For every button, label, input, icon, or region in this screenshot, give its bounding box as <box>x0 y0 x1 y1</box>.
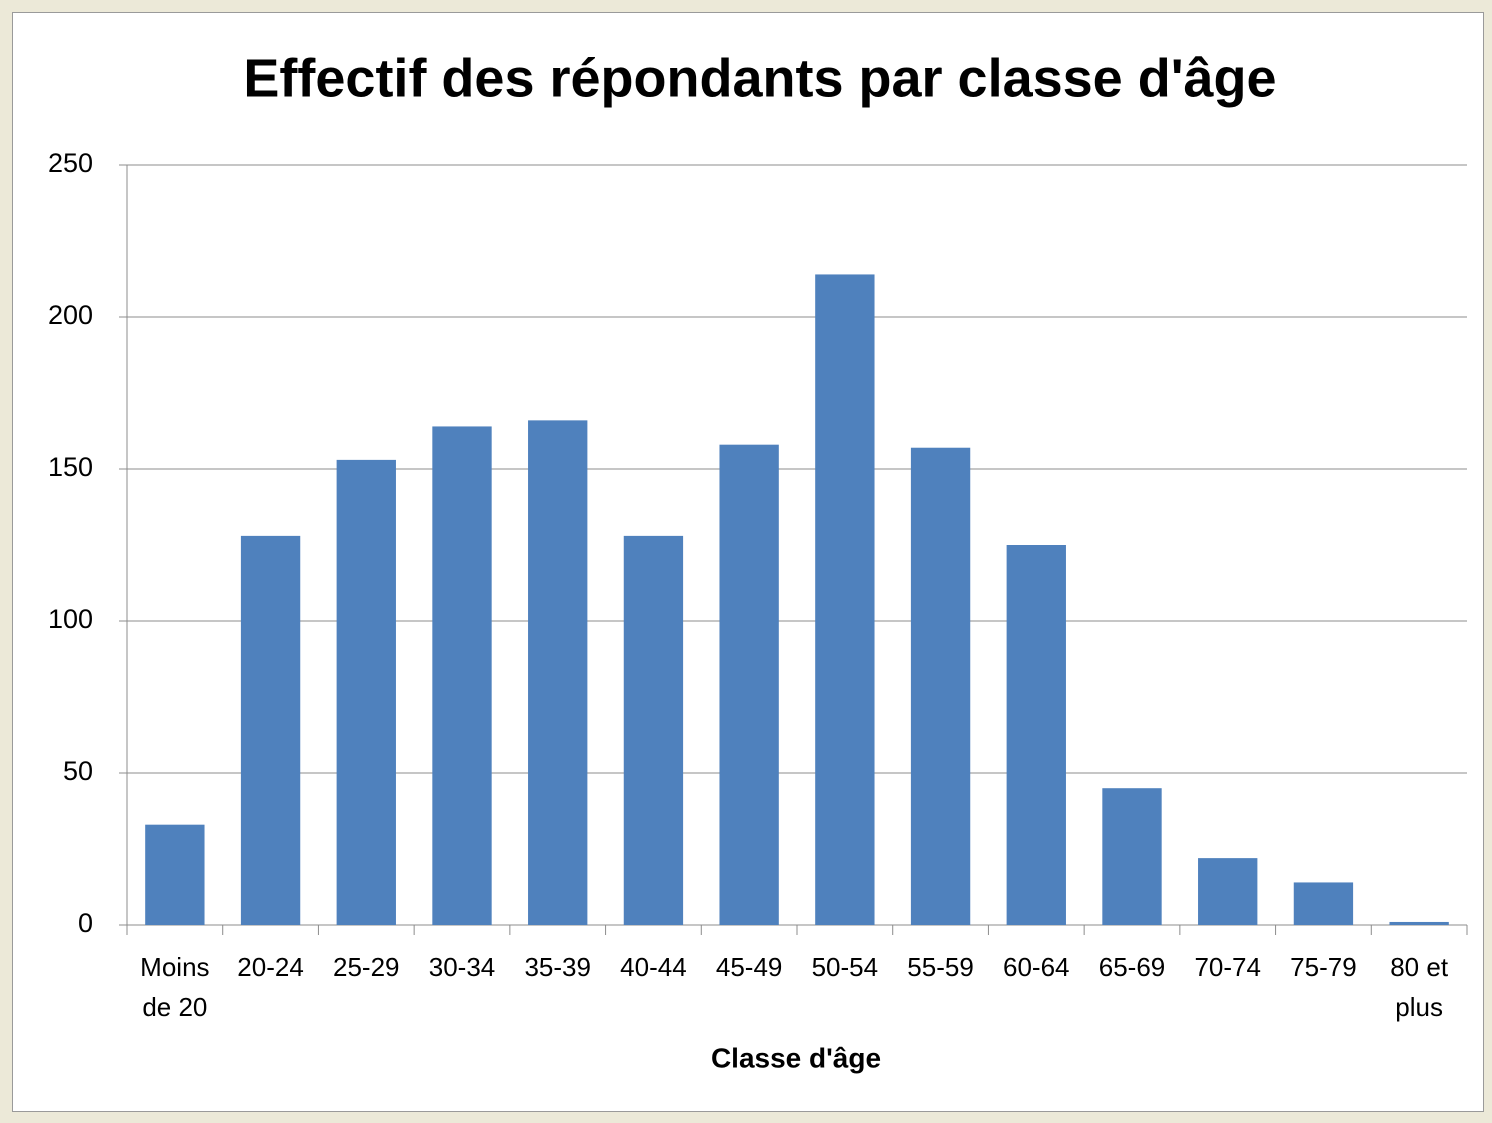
bar <box>910 447 971 925</box>
y-tick-label: 150 <box>48 452 93 482</box>
bar <box>145 824 205 925</box>
x-tick-label: 45-49 <box>715 952 783 982</box>
bar <box>1293 882 1354 925</box>
x-tick-label: 80 et plus <box>1390 952 1449 1022</box>
x-tick-label: 30-34 <box>428 952 496 982</box>
x-tick-label: 60-64 <box>1003 952 1070 982</box>
bar <box>1198 858 1258 925</box>
bar <box>815 274 875 925</box>
bar <box>1102 788 1162 925</box>
x-tick-label: 75-79 <box>1290 952 1357 982</box>
x-tick-label: 40-44 <box>620 952 687 982</box>
x-tick-label: Moins de 20 <box>140 952 210 1022</box>
y-tick-label: 100 <box>48 604 93 634</box>
bar <box>719 444 779 925</box>
x-tick-label: 25-29 <box>333 952 400 982</box>
bar <box>623 535 684 925</box>
bar <box>432 426 492 925</box>
y-tick-label: 200 <box>48 300 93 330</box>
chart-title: Effectif des répondants par classe d'âge <box>243 48 1276 108</box>
x-tick-label: 55-59 <box>907 952 974 982</box>
y-tick-label: 0 <box>78 908 93 938</box>
y-tick-label: 250 <box>48 148 93 178</box>
x-axis-title: Classe d'âge <box>711 1042 881 1073</box>
x-tick-label: 70-74 <box>1194 952 1261 982</box>
x-tick-label: 35-39 <box>524 952 591 982</box>
x-tick-label: 50-54 <box>811 952 879 982</box>
bar <box>1389 921 1449 925</box>
x-tick-label: 65-69 <box>1098 952 1166 982</box>
y-tick-label: 50 <box>63 756 93 786</box>
x-tick-label: 20-24 <box>237 952 304 982</box>
bar <box>336 459 396 925</box>
bar <box>240 535 301 925</box>
bar <box>1006 545 1066 925</box>
bar <box>528 420 588 925</box>
